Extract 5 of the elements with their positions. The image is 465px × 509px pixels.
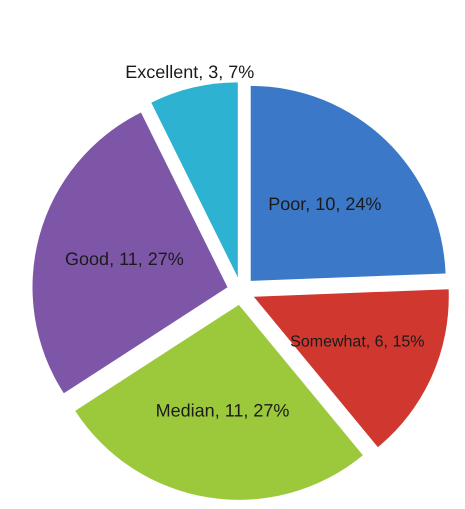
slice-label: Poor, 10, 24% xyxy=(268,194,382,214)
slice-label: Somewhat, 6, 15% xyxy=(290,333,424,350)
slice-label: Excellent, 3, 7% xyxy=(125,62,254,82)
slice-label: Good, 11, 27% xyxy=(65,248,184,269)
slice-label: Median, 11, 27% xyxy=(156,400,290,420)
